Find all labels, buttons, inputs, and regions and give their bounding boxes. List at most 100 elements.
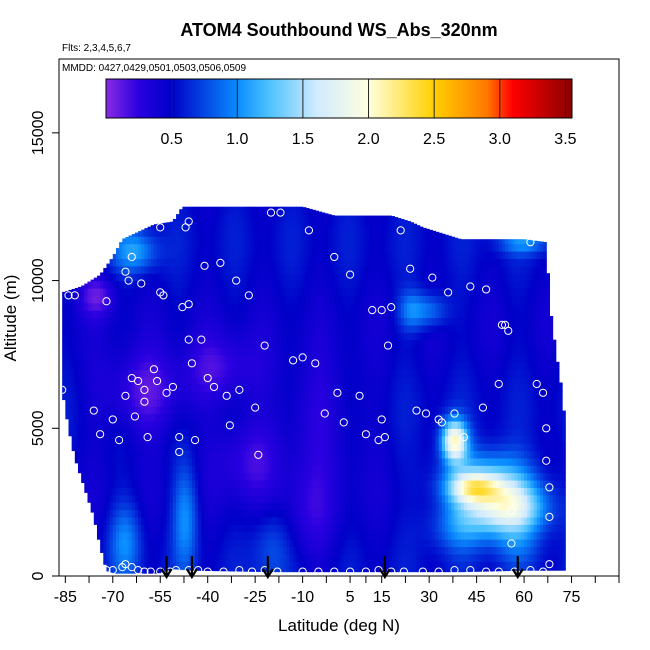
heatmap-cell (318, 450, 323, 459)
heatmap-cell (233, 450, 237, 459)
heatmap-cell (207, 457, 212, 466)
heatmap-cell (327, 413, 332, 422)
heatmap-cell (214, 443, 218, 452)
heatmap-cell (207, 406, 212, 415)
heatmap-cell (163, 457, 168, 466)
heatmap-cell (305, 383, 310, 392)
heatmap-cell (312, 479, 316, 488)
heatmap-cell (251, 376, 256, 385)
heatmap-cell (267, 228, 272, 237)
heatmap-cell (264, 539, 269, 548)
heatmap-cell (350, 302, 354, 311)
heatmap-cell (163, 568, 168, 572)
heatmap-cell (315, 310, 320, 319)
heatmap-cell (305, 236, 310, 245)
heatmap-cell (270, 361, 275, 370)
heatmap-cell (391, 376, 395, 385)
heatmap-cell (131, 295, 136, 304)
heatmap-cell (248, 494, 253, 503)
heatmap-cell (331, 221, 335, 230)
heatmap-cell (331, 295, 335, 304)
heatmap-cell (391, 479, 395, 488)
heatmap-cell (207, 221, 212, 230)
heatmap-cell (369, 347, 373, 356)
heatmap-cell (308, 413, 313, 422)
heatmap-cell (74, 354, 79, 363)
heatmap-cell (93, 413, 98, 422)
heatmap-cell (160, 317, 164, 326)
heatmap-cell (384, 413, 389, 422)
heatmap-cell (115, 561, 120, 570)
heatmap-cell (147, 398, 152, 407)
heatmap-cell (337, 479, 342, 488)
heatmap-cell (182, 406, 187, 415)
heatmap-cell (207, 524, 212, 533)
heatmap-cell (103, 383, 108, 392)
heatmap-cell (214, 524, 218, 533)
heatmap-cell (264, 398, 269, 407)
heatmap-cell (125, 568, 130, 574)
heatmap-cell (356, 295, 361, 304)
heatmap-cell (119, 457, 123, 466)
heatmap-cell (381, 406, 386, 415)
heatmap-cell (356, 531, 361, 540)
heatmap-cell (144, 376, 149, 385)
heatmap-cell (321, 443, 326, 452)
heatmap-cell (182, 376, 187, 385)
heatmap-cell (375, 332, 380, 341)
heatmap-cell (163, 487, 168, 496)
heatmap-cell (308, 214, 313, 223)
heatmap-cell (198, 295, 202, 304)
heatmap-cell (62, 295, 66, 304)
heatmap-cell (141, 243, 146, 252)
heatmap-cell (182, 450, 187, 459)
heatmap-cell (195, 258, 199, 267)
heatmap-cell (239, 391, 244, 400)
heatmap-cell (359, 287, 364, 296)
heatmap-cell (131, 287, 136, 296)
heatmap-cell (318, 524, 323, 533)
heatmap-cell (362, 494, 367, 503)
heatmap-cell (378, 561, 383, 570)
heatmap-cell (388, 524, 392, 533)
heatmap-cell (233, 479, 237, 488)
heatmap-cell (391, 443, 395, 452)
heatmap-cell (93, 502, 98, 511)
heatmap-cell (109, 435, 114, 444)
heatmap-cell (280, 450, 285, 459)
heatmap-cell (131, 347, 136, 356)
heatmap-cell (280, 546, 285, 555)
heatmap-cell (400, 287, 405, 296)
heatmap-cell (293, 339, 297, 348)
heatmap-cell (169, 539, 174, 548)
heatmap-cell (305, 443, 310, 452)
heatmap-cell (217, 553, 221, 562)
heatmap-cell (353, 398, 357, 407)
heatmap-cell (157, 479, 161, 488)
heatmap-cell (286, 428, 291, 437)
heatmap-cell (270, 391, 275, 400)
heatmap-cell (179, 465, 183, 474)
heatmap-cell (286, 391, 291, 400)
heatmap-cell (251, 428, 256, 437)
heatmap-cell (331, 428, 335, 437)
heatmap-cell (172, 287, 177, 296)
heatmap-cell (160, 531, 164, 540)
heatmap-cell (283, 302, 288, 311)
heatmap-cell (233, 487, 237, 496)
heatmap-cell (182, 568, 187, 571)
heatmap-cell (397, 546, 402, 555)
heatmap-cell (375, 243, 380, 252)
heatmap-cell (318, 553, 323, 562)
chart-title: ATOM4 Southbound WS_Abs_320nm (180, 20, 497, 40)
heatmap-cell (188, 361, 193, 370)
heatmap-cell (176, 258, 180, 267)
heatmap-cell (112, 302, 117, 311)
heatmap-cell (308, 332, 313, 341)
heatmap-cell (289, 457, 294, 466)
heatmap-cell (258, 354, 263, 363)
heatmap-cell (302, 539, 307, 548)
heatmap-cell (138, 354, 142, 363)
heatmap-cell (302, 310, 307, 319)
